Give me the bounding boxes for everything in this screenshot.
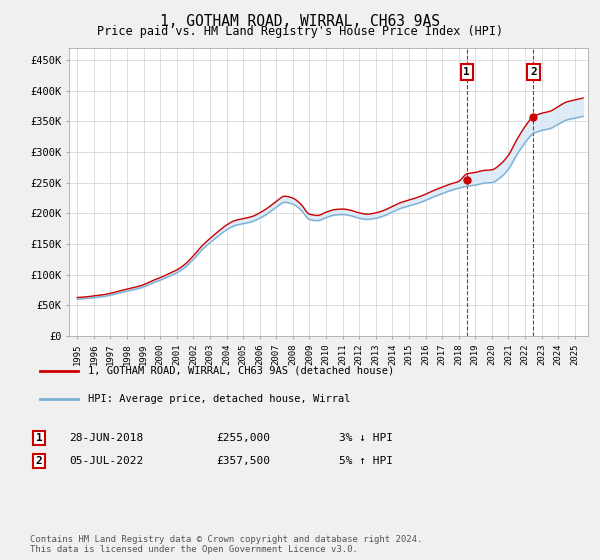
Text: Price paid vs. HM Land Registry's House Price Index (HPI): Price paid vs. HM Land Registry's House … [97,25,503,38]
Text: 28-JUN-2018: 28-JUN-2018 [69,433,143,443]
Text: 2: 2 [35,456,43,466]
Text: £255,000: £255,000 [216,433,270,443]
Text: 1, GOTHAM ROAD, WIRRAL, CH63 9AS (detached house): 1, GOTHAM ROAD, WIRRAL, CH63 9AS (detach… [88,366,394,376]
Text: £357,500: £357,500 [216,456,270,466]
Text: 1, GOTHAM ROAD, WIRRAL, CH63 9AS: 1, GOTHAM ROAD, WIRRAL, CH63 9AS [160,14,440,29]
Text: 3% ↓ HPI: 3% ↓ HPI [339,433,393,443]
Text: 1: 1 [463,67,470,77]
Text: 5% ↑ HPI: 5% ↑ HPI [339,456,393,466]
Text: 1: 1 [35,433,43,443]
Text: 05-JUL-2022: 05-JUL-2022 [69,456,143,466]
Text: Contains HM Land Registry data © Crown copyright and database right 2024.
This d: Contains HM Land Registry data © Crown c… [30,535,422,554]
Text: 2: 2 [530,67,537,77]
Text: HPI: Average price, detached house, Wirral: HPI: Average price, detached house, Wirr… [88,394,350,404]
